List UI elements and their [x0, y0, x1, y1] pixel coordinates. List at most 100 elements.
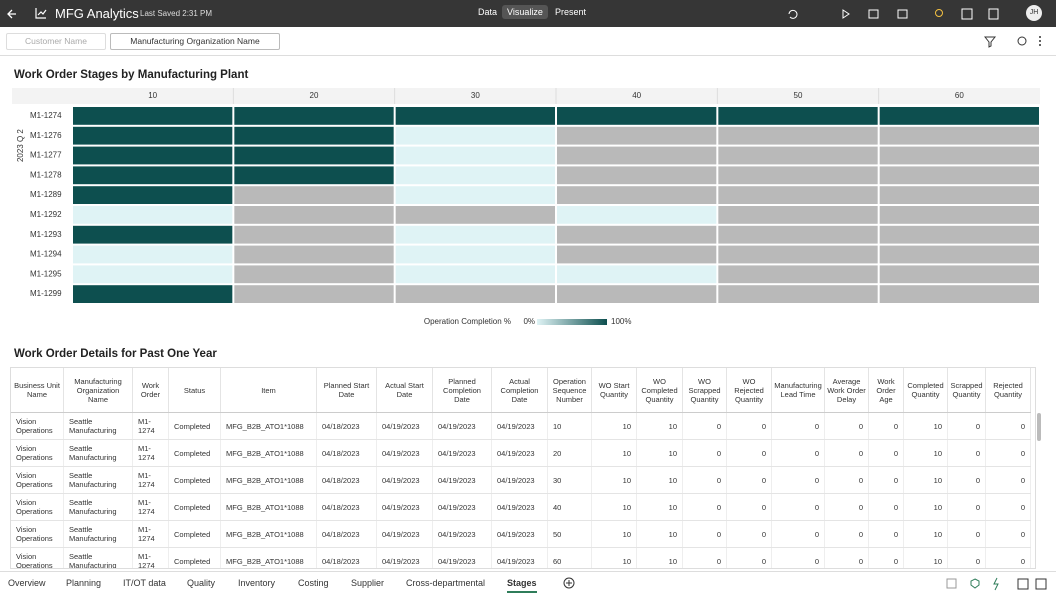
refresh-icon[interactable]	[868, 9, 879, 19]
row-label: M1-1278	[30, 170, 62, 179]
add-tab[interactable]	[563, 577, 575, 589]
table-cell: M1-1274	[132, 520, 169, 548]
table-cell: Vision Operations	[11, 547, 64, 568]
comment-icon[interactable]	[897, 9, 908, 19]
user-avatar[interactable]: JH	[1026, 5, 1042, 21]
sheet-tab[interactable]: IT/OT data	[123, 578, 166, 588]
column-header[interactable]: Work Order Age	[868, 368, 904, 413]
column-label: 20	[310, 91, 319, 100]
column-label: 30	[471, 91, 480, 100]
column-header[interactable]: Planned Start Date	[316, 368, 377, 413]
column-header[interactable]: Work Order	[132, 368, 169, 413]
table-cell: 0	[947, 439, 986, 467]
table-cell: 0	[824, 520, 869, 548]
tool-icon[interactable]	[993, 577, 999, 591]
sheet-tab[interactable]: Inventory	[238, 578, 276, 588]
column-header[interactable]: Manufacturing Lead Time	[771, 368, 825, 413]
heat-cell	[73, 126, 233, 145]
sheet-tab[interactable]: Costing	[298, 578, 329, 588]
mode-tab[interactable]: Visualize	[502, 5, 548, 19]
settings-icon[interactable]	[1017, 36, 1027, 46]
table-cell: 0	[726, 412, 772, 440]
run-icon[interactable]	[842, 9, 850, 19]
period-label: 2023 Q 2	[16, 129, 25, 162]
heatmap-title: Work Order Stages by Manufacturing Plant	[14, 69, 249, 81]
table-cell: 0	[726, 439, 772, 467]
table-cell: M1-1274	[132, 412, 169, 440]
table-cell: 60	[547, 547, 592, 568]
column-label: 60	[955, 91, 964, 100]
table-cell: 04/18/2023	[316, 493, 377, 521]
column-header[interactable]: Actual Completion Date	[491, 368, 548, 413]
table-cell: MFG_B2B_ATO1*1088	[220, 547, 317, 568]
table-cell: 10	[591, 412, 637, 440]
table-cell: 0	[824, 547, 869, 568]
column-header[interactable]: Completed Quantity	[903, 368, 948, 413]
tool-icon[interactable]	[946, 578, 957, 589]
column-header[interactable]: WO Completed Quantity	[636, 368, 683, 413]
table-cell: 10	[591, 466, 637, 494]
table-cell: 0	[868, 547, 904, 568]
column-header[interactable]: Planned Completion Date	[432, 368, 492, 413]
column-header[interactable]: WO Rejected Quantity	[726, 368, 772, 413]
table-cell: 0	[726, 466, 772, 494]
table-cell: Seattle Manufacturing	[63, 547, 133, 568]
tool-icon[interactable]	[1035, 578, 1047, 590]
heat-cell	[879, 126, 1039, 145]
app-icon	[35, 8, 47, 19]
table-cell: 0	[985, 547, 1031, 568]
column-header[interactable]: WO Start Quantity	[591, 368, 637, 413]
heat-cell	[395, 206, 555, 224]
table-cell: 0	[771, 520, 825, 548]
column-header[interactable]: Operation Sequence Number	[547, 368, 592, 413]
sheet-tab[interactable]: Supplier	[351, 578, 385, 588]
heat-cell	[879, 146, 1039, 165]
table-cell: 10	[636, 466, 683, 494]
column-header[interactable]: Manufacturing Organization Name	[63, 368, 133, 413]
table-cell: 10	[903, 412, 948, 440]
table-cell: 10	[903, 466, 948, 494]
tool-icon[interactable]	[1017, 578, 1029, 590]
tool-icon[interactable]	[970, 578, 980, 589]
scrollbar[interactable]	[1037, 413, 1041, 441]
table-cell: MFG_B2B_ATO1*1088	[220, 412, 317, 440]
mode-tab[interactable]: Data	[478, 7, 498, 17]
legend-title: Operation Completion %	[424, 317, 511, 326]
heat-cell	[557, 166, 717, 185]
heat-cell	[879, 265, 1039, 284]
menu-icon[interactable]	[1039, 36, 1041, 38]
column-header[interactable]: Item	[220, 368, 317, 413]
column-header[interactable]: Average Work Order Delay	[824, 368, 869, 413]
heat-cell	[557, 126, 717, 145]
mode-tab[interactable]: Present	[555, 7, 587, 17]
heat-cell	[234, 146, 394, 165]
heat-cell	[73, 186, 233, 204]
insight-icon[interactable]	[935, 9, 943, 17]
sheet-tab[interactable]: Quality	[187, 578, 216, 588]
table-cell: Vision Operations	[11, 493, 64, 521]
filter-icon[interactable]	[984, 36, 997, 48]
sheet-tab[interactable]: Planning	[66, 578, 102, 588]
column-header[interactable]: Scrapped Quantity	[947, 368, 986, 413]
undo-icon[interactable]	[788, 9, 798, 19]
sheet-tab[interactable]: Overview	[8, 578, 46, 588]
table-cell: 40	[547, 493, 592, 521]
table-cell: 0	[682, 547, 727, 568]
table-cell: MFG_B2B_ATO1*1088	[220, 493, 317, 521]
save-icon[interactable]	[988, 8, 999, 20]
column-header[interactable]: Status	[168, 368, 221, 413]
filter-pill[interactable]: Customer Name	[6, 33, 106, 50]
filter-pill[interactable]: Manufacturing Organization Name	[110, 33, 280, 50]
sheet-tab[interactable]: Stages	[507, 578, 537, 593]
present-icon[interactable]	[961, 8, 973, 20]
sheet-tab[interactable]: Cross-departmental	[406, 578, 486, 588]
heat-cell	[879, 245, 1039, 264]
table-cell: 0	[824, 412, 869, 440]
column-header[interactable]: Rejected Quantity	[985, 368, 1031, 413]
column-header[interactable]: Actual Start Date	[376, 368, 433, 413]
column-header[interactable]: WO Scrapped Quantity	[682, 368, 727, 413]
back-button[interactable]	[6, 8, 18, 20]
column-header[interactable]: Business Unit Name	[11, 368, 64, 413]
table-row: Vision Operations Seattle Manufacturing M1…	[11, 439, 1031, 467]
